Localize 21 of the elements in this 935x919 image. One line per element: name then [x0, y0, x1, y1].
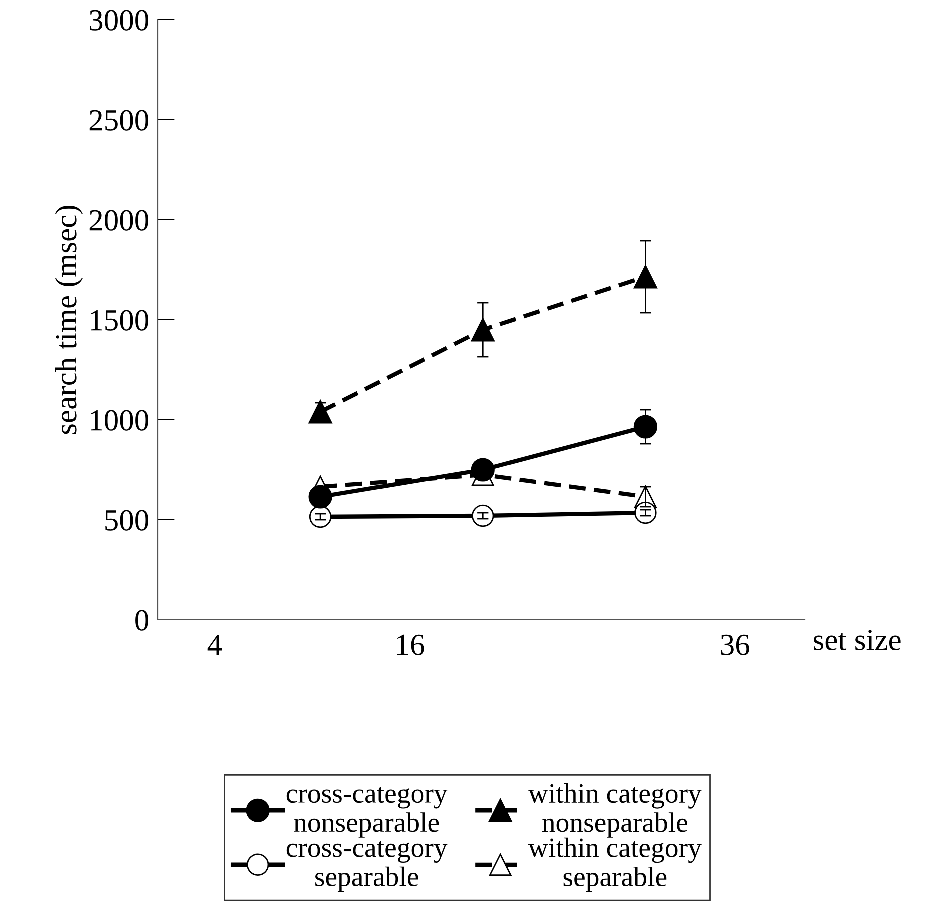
- y-tick-label: 1500: [91, 310, 148, 331]
- legend-label: cross-category separable: [286, 841, 448, 892]
- y-tick-label: 1000: [91, 410, 148, 431]
- point: [471, 458, 495, 482]
- legend-label: within category separable: [528, 838, 702, 892]
- x-tick-label: 16: [397, 634, 424, 656]
- x-tick-label: 4: [208, 634, 222, 656]
- point: [472, 504, 494, 528]
- point: [471, 318, 495, 342]
- point: [634, 265, 658, 289]
- y-tick-label: 0: [136, 610, 148, 631]
- point: [308, 485, 332, 509]
- x-axis-title: set size: [814, 630, 901, 651]
- x-tick-label: 36: [721, 634, 750, 656]
- y-tick-label: 3000: [90, 10, 148, 31]
- y-tick-label: 500: [106, 510, 148, 531]
- point: [634, 415, 658, 439]
- y-tick-label: 2500: [90, 110, 148, 131]
- y-tick-label: 2000: [90, 210, 148, 231]
- y-axis-title: search time (msec): [55, 206, 83, 434]
- point: [308, 400, 332, 424]
